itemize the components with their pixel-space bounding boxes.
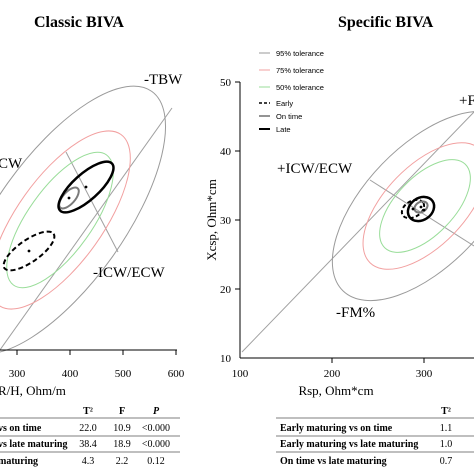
- right-region-icw-ecw: +ICW/ECW: [277, 161, 353, 177]
- left-x-tick-label: 400: [62, 368, 79, 380]
- left-x-axis-label: R/H, Ohm/m: [0, 383, 66, 398]
- legend-label-75: 75% tolerance: [276, 66, 324, 75]
- left-table-header-f: F: [119, 406, 125, 417]
- left-ellipse-75: [0, 130, 131, 310]
- right-chart-title: Specific BIVA: [338, 14, 434, 31]
- right-table-cell: 1.1: [440, 423, 453, 434]
- left-region-tbw: -TBW: [144, 72, 183, 88]
- left-stats-table: T² F P vs on time 22.0 10.9 <0.000 vs la…: [0, 406, 180, 467]
- right-mean-ontime: [419, 205, 423, 209]
- right-y-tick-label: 10: [220, 353, 232, 365]
- right-y-tick-label: 20: [220, 284, 232, 296]
- left-ellipse-95: [0, 85, 167, 355]
- legend-label-ontime: On time: [276, 112, 302, 121]
- left-chart-title: Classic BIVA: [34, 14, 124, 31]
- right-y-axis-label: Xcsp, Ohm*cm: [204, 179, 219, 261]
- right-mean-late: [422, 208, 426, 212]
- right-ellipse-75: [362, 142, 474, 270]
- left-mean-early: [27, 249, 31, 253]
- left-group-early: [2, 230, 56, 272]
- left-table-cell: 18.9: [113, 439, 131, 450]
- right-major-axis: [241, 111, 474, 353]
- left-mean-late: [84, 185, 88, 189]
- right-table-row-label: On time vs late maturing: [280, 456, 387, 467]
- right-x-tick-label: 300: [416, 368, 433, 380]
- right-x-axis-label: Rsp, Ohm*cm: [298, 383, 373, 398]
- legend: 95% tolerance 75% tolerance 50% toleranc…: [259, 49, 324, 134]
- right-table-cell: 0.7: [440, 456, 453, 467]
- right-ellipse-95: [331, 110, 474, 302]
- left-table-cell: <0.000: [142, 439, 170, 450]
- left-ellipse-50: [6, 151, 114, 289]
- right-axes: 50 40 30 20 10 100 200 300 Rsp, Ohm*cm X…: [204, 77, 474, 398]
- left-table-cell: 4.3: [82, 456, 95, 467]
- right-table-row-label: Early maturing vs late maturing: [280, 439, 418, 450]
- left-table-cell: 2.2: [116, 456, 129, 467]
- right-group-ontime: [413, 200, 429, 214]
- right-ellipse-50: [379, 159, 471, 253]
- left-group-late: [57, 160, 115, 214]
- right-group-early: [400, 198, 426, 220]
- right-stats-table: T² Early maturing vs on time 1.1 Early m…: [276, 406, 474, 467]
- right-group-late: [406, 195, 436, 223]
- left-table-cell: 0.12: [147, 456, 165, 467]
- left-table-row-label: vs late maturing: [0, 439, 67, 450]
- left-plot-area: -TBW CW -ICW/ECW: [0, 72, 183, 355]
- left-group-ontime: [58, 186, 80, 210]
- right-table-row-label: Early maturing vs on time: [280, 423, 393, 434]
- left-table-row-label: maturing: [0, 456, 38, 467]
- right-table-header-t2: T²: [441, 406, 451, 417]
- left-table-header-t2: T²: [83, 406, 93, 417]
- left-table-cell: <0.000: [142, 423, 170, 434]
- left-table-cell: 22.0: [79, 423, 97, 434]
- left-x-axis: 300 400 500 600 R/H, Ohm/m: [0, 349, 185, 398]
- left-table-cell: 38.4: [79, 439, 97, 450]
- right-region-f: +F: [459, 93, 474, 109]
- right-region-fm: -FM%: [336, 305, 375, 321]
- left-table-row-label: vs on time: [0, 423, 42, 434]
- left-mean-ontime: [67, 196, 71, 200]
- right-y-tick-label: 50: [220, 77, 232, 89]
- left-table-header-p: P: [153, 406, 160, 417]
- left-minor-axis: [65, 151, 119, 253]
- left-x-tick-label: 600: [168, 368, 185, 380]
- legend-label-95: 95% tolerance: [276, 49, 324, 58]
- right-x-tick-label: 200: [324, 368, 341, 380]
- legend-label-early: Early: [276, 99, 293, 108]
- right-y-tick-label: 40: [220, 146, 232, 158]
- left-table-cell: 10.9: [113, 423, 131, 434]
- legend-label-late: Late: [276, 125, 291, 134]
- left-x-tick-label: 300: [9, 368, 26, 380]
- right-table-cell: 1.0: [440, 439, 453, 450]
- right-x-tick-label: 100: [232, 368, 249, 380]
- left-major-axis: [0, 107, 173, 351]
- right-mean-early: [411, 207, 415, 211]
- legend-label-50: 50% tolerance: [276, 83, 324, 92]
- right-plot-area: +ICW/ECW -FM% +F: [241, 93, 474, 353]
- left-region-icw-ecw: -ICW/ECW: [93, 265, 165, 281]
- left-region-cw: CW: [0, 156, 23, 172]
- right-y-tick-label: 30: [220, 215, 232, 227]
- left-x-tick-label: 500: [115, 368, 132, 380]
